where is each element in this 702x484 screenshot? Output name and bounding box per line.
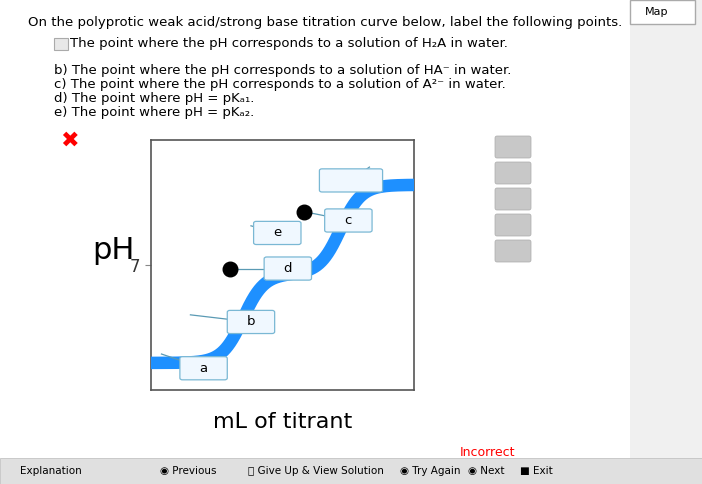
FancyBboxPatch shape	[319, 169, 383, 192]
Text: Explanation: Explanation	[20, 466, 81, 476]
Text: On the polyprotic weak acid/strong base titration curve below, label the followi: On the polyprotic weak acid/strong base …	[28, 16, 622, 29]
FancyBboxPatch shape	[495, 162, 531, 184]
Text: Map: Map	[645, 7, 668, 17]
FancyBboxPatch shape	[0, 458, 702, 484]
FancyBboxPatch shape	[630, 0, 695, 24]
Text: ✖: ✖	[60, 131, 79, 151]
Text: The point where the pH corresponds to a solution of H₂A in water.: The point where the pH corresponds to a …	[70, 37, 508, 50]
Text: ◉ Try Again: ◉ Try Again	[400, 466, 461, 476]
Text: c: c	[345, 214, 352, 227]
FancyBboxPatch shape	[264, 257, 312, 280]
Text: Incorrect: Incorrect	[460, 445, 515, 458]
Text: ◉ Previous: ◉ Previous	[160, 466, 216, 476]
FancyBboxPatch shape	[227, 310, 274, 333]
Point	[225, 265, 236, 272]
FancyBboxPatch shape	[253, 221, 301, 244]
Text: mL of titrant: mL of titrant	[213, 412, 352, 432]
Text: b) The point where the pH corresponds to a solution of HA⁻ in water.: b) The point where the pH corresponds to…	[54, 64, 511, 77]
Text: ❌ Give Up & View Solution: ❌ Give Up & View Solution	[248, 466, 384, 476]
Y-axis label: pH: pH	[92, 236, 135, 265]
Point	[298, 208, 310, 215]
FancyBboxPatch shape	[0, 0, 630, 484]
FancyBboxPatch shape	[495, 240, 531, 262]
Text: e: e	[273, 227, 282, 240]
FancyBboxPatch shape	[324, 209, 372, 232]
Text: ■ Exit: ■ Exit	[520, 466, 552, 476]
Text: b: b	[246, 316, 256, 329]
FancyBboxPatch shape	[495, 188, 531, 210]
FancyBboxPatch shape	[495, 136, 531, 158]
Text: a: a	[199, 362, 208, 375]
Text: c) The point where the pH corresponds to a solution of A²⁻ in water.: c) The point where the pH corresponds to…	[54, 78, 505, 91]
FancyBboxPatch shape	[180, 357, 227, 380]
FancyBboxPatch shape	[54, 38, 68, 50]
Text: e) The point where pH = pKₐ₂.: e) The point where pH = pKₐ₂.	[54, 106, 254, 119]
Text: d: d	[284, 262, 292, 275]
Text: d) The point where pH = pKₐ₁.: d) The point where pH = pKₐ₁.	[54, 92, 254, 105]
FancyBboxPatch shape	[495, 214, 531, 236]
Text: ◉ Next: ◉ Next	[468, 466, 505, 476]
